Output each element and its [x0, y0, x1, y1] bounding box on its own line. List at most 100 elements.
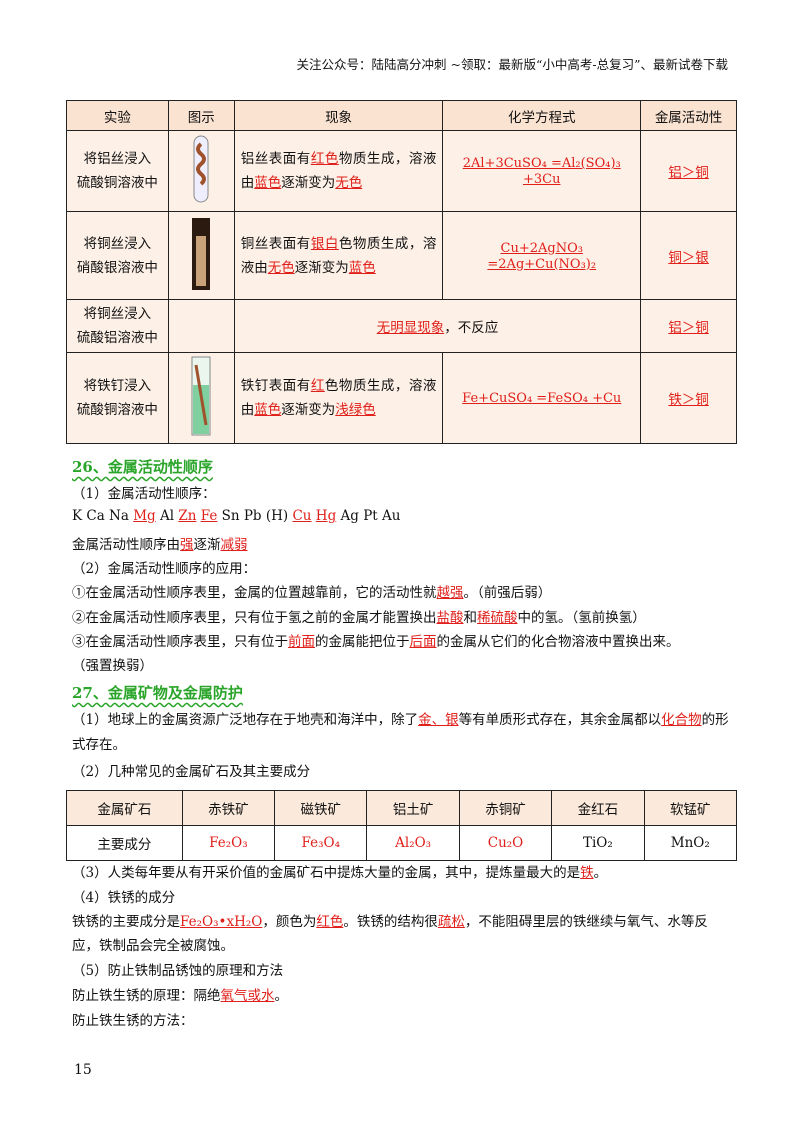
highlight: 盐酸 [436, 610, 464, 626]
experiment: 将铁钉浸入 硫酸铜溶液中 [66, 352, 169, 444]
text: ③在金属活动性顺序表里，只有位于 [72, 634, 288, 650]
text: （2）金属活动性顺序的应用： [72, 561, 257, 577]
highlight: Mg [133, 508, 156, 524]
highlight: 化合物 [661, 712, 702, 728]
paragraph: （1）地球上的金属资源广泛地存在于地壳和海洋中，除了金、银等有单质形式存在，其余… [72, 708, 732, 758]
text: 铜丝表面有 [240, 235, 311, 252]
highlight: 强 [180, 537, 194, 553]
equation: Fe+CuSO₄ =FeSO₄ +Cu [462, 391, 622, 406]
ore-table: 金属矿石 赤铁矿 磁铁矿 铝土矿 赤铜矿 金红石 软锰矿 主要成分 Fe₂O₃ Fe₃O₄ Al₂O… [66, 790, 738, 861]
paragraph-line: （3）人类每年要从有开采价值的金属矿石中提炼大量的金属，其中，提炼量最大的是铁。 [72, 861, 607, 881]
text: （2）几种常见的金属矿石及其主要成分 [72, 764, 311, 780]
th: 金红石 [551, 790, 645, 826]
th: 实验 [66, 100, 169, 131]
text: K Ca Na [72, 508, 134, 524]
paragraph-line: ③在金属活动性顺序表里，只有位于前面的金属能把位于后面的金属从它们的化合物溶液中… [72, 630, 680, 650]
text: ②在金属活动性顺序表里，只有位于氢之前的金属才能置换出 [72, 610, 437, 626]
text: Sn Pb (H) [217, 508, 293, 524]
equation: 2Al+3CuSO₄ =Al₂(SO₄)₃ +3Cu [462, 156, 621, 187]
highlight: 无色 [335, 175, 363, 191]
text: 。铁锈的结构很 [343, 914, 438, 930]
experiment: 将铝丝浸入 硫酸铜溶液中 [66, 130, 169, 212]
highlight: 无色 [267, 259, 295, 276]
activity: 铝＞铜 [668, 320, 709, 336]
activity-cell: 铜＞银 [640, 211, 737, 300]
text: 的形式存在。 [72, 712, 729, 753]
text: （1）地球上的金属资源广泛地存在于地壳和海洋中，除了 [72, 712, 419, 728]
text: （1）金属活动性顺序： [72, 486, 216, 502]
highlight: 铁 [580, 865, 594, 881]
highlight: 无明显现象 [376, 320, 445, 336]
activity: 铜＞银 [668, 249, 709, 266]
text: 铁钉表面有 [240, 378, 311, 394]
highlight: 红色 [316, 914, 344, 930]
text: 和 [463, 610, 478, 626]
th: 铝土矿 [366, 790, 460, 826]
image-cell [167, 130, 235, 212]
th: 磁铁矿 [274, 790, 368, 826]
text: 逐渐变为 [294, 259, 349, 276]
td: Fe₂O₃ [181, 825, 276, 861]
text: Ag Pt Au [336, 508, 401, 524]
text: 。 [274, 988, 289, 1004]
th: 赤铜矿 [458, 790, 553, 826]
test-tube-image [191, 356, 211, 436]
th: 图示 [167, 100, 235, 131]
activity-cell: 铝＞铜 [640, 299, 737, 353]
highlight: 疏松 [437, 914, 465, 930]
phenomenon: 铁钉表面有红色物质生成，溶液由蓝色逐渐变为浅绿色 [233, 352, 444, 444]
text: ，不反应 [444, 320, 499, 336]
paragraph-line: （5）防止铁制品锈蚀的原理和方法 [72, 959, 283, 979]
text: ，颜色为 [262, 914, 317, 930]
paragraph-line: 防止铁生锈的原理：隔绝氧气或水。 [72, 984, 288, 1004]
section-title: 27、金属矿物及金属防护 [72, 684, 243, 702]
activity-cell: 铁＞铜 [640, 352, 737, 444]
text: 防止铁生锈的原理：隔绝 [72, 988, 221, 1004]
text: （3）人类每年要从有开采价值的金属矿石中提炼大量的金属，其中，提炼量最大的是 [72, 865, 581, 881]
th: 化学方程式 [442, 100, 642, 131]
text: 。（前强后弱） [463, 585, 552, 601]
highlight: 稀硫酸 [477, 610, 518, 626]
paragraph-line: （强置换弱） [72, 654, 153, 674]
td: TiO₂ [551, 825, 645, 861]
activity-cell: 铝＞铜 [640, 130, 737, 212]
highlight: 前面 [288, 634, 315, 650]
highlight: 红色 [310, 151, 339, 167]
red-text: Fe₃O₄ [301, 835, 340, 851]
text: Al [155, 508, 179, 524]
paragraph-line: （4）铁锈的成分 [72, 886, 175, 906]
text: 的金属从它们的化合物溶液中置换出来。 [436, 634, 680, 650]
paragraph-line: （1）金属活动性顺序： [72, 482, 216, 502]
text: ，不能阻碍里层的铁继续与氧气、水等反 [464, 914, 708, 930]
highlight: Hg [315, 508, 337, 524]
text: 逐渐变为 [281, 175, 336, 191]
highlight: Zn [178, 508, 197, 524]
td: MnO₂ [643, 825, 738, 861]
text: （强置换弱） [72, 658, 153, 674]
paragraph-line: K Ca Na Mg Al Zn Fe Sn Pb (H) Cu Hg Ag P… [72, 508, 400, 524]
highlight: 蓝色 [348, 259, 376, 276]
phenomenon: 铝丝表面有红色物质生成，溶液由蓝色逐渐变为无色 [233, 130, 444, 212]
test-tube-image [193, 135, 209, 203]
text: 色物质生成，溶液由 [240, 235, 437, 276]
text: 物质生成，溶液由 [240, 151, 437, 191]
td: Cu₂O [458, 825, 553, 861]
highlight: 银白 [310, 235, 339, 252]
text: （5）防止铁制品锈蚀的原理和方法 [72, 963, 284, 979]
paragraph-line: ①在金属活动性顺序表里，金属的位置越靠前，它的活动性就越强。（前强后弱） [72, 581, 551, 601]
text: 铝丝表面有 [240, 151, 311, 167]
paragraph-line: 金属活动性顺序由强逐渐减弱 [72, 533, 248, 553]
th: 赤铁矿 [181, 790, 276, 826]
highlight: 红 [310, 378, 325, 394]
image-cell [167, 299, 235, 353]
text: 逐渐变为 [281, 402, 336, 418]
paragraph-line: 铁锈的主要成分是Fe₂O₃•xH₂O，颜色为红色。铁锈的结构很疏松，不能阻碍里层… [72, 910, 708, 930]
highlight: 蓝色 [254, 175, 282, 191]
text: 应，铁制品会完全被腐蚀。 [72, 938, 234, 954]
test-tube-image [192, 217, 211, 290]
red-text: Al₂O₃ [395, 835, 432, 851]
experiment-table: 实验 图示 现象 化学方程式 金属活动性 将铝丝浸入 硫酸铜溶液中 铝丝表面有红… [66, 100, 737, 444]
highlight: Cu [292, 508, 312, 524]
experiment: 将铜丝浸入 硝酸银溶液中 [66, 211, 169, 300]
paragraph-line: 防止铁生锈的方法： [72, 1009, 194, 1029]
